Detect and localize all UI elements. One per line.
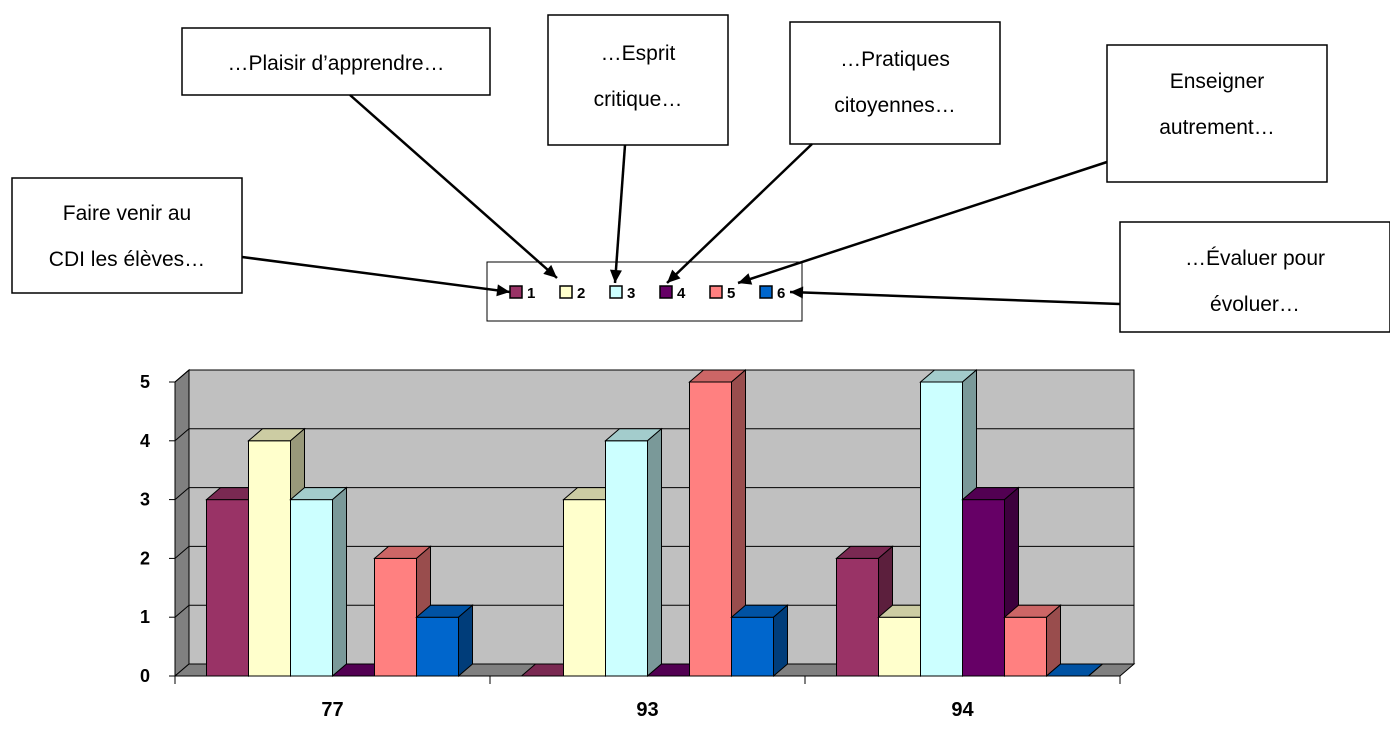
x-tick-label: 93 — [636, 699, 658, 721]
bar — [289, 486, 348, 678]
y-tick-label: 0 — [140, 666, 150, 686]
callout-arrowhead — [543, 264, 557, 278]
callout-arrow-line — [241, 255, 511, 294]
callout-box — [1106, 44, 1328, 183]
x-tick-label: 94 — [951, 699, 974, 721]
callout-text: évoluer… — [1210, 293, 1300, 316]
bar-side — [773, 604, 788, 678]
bar-front — [290, 499, 333, 677]
legend-label: 6 — [777, 285, 785, 302]
callout-arrowhead — [790, 286, 804, 299]
callout-box — [11, 177, 243, 294]
callout-arrow-line — [349, 94, 558, 279]
bar-front — [605, 440, 648, 677]
bar-front — [1004, 616, 1047, 677]
callout-arrow-line — [613, 144, 627, 284]
gridline-side — [174, 546, 190, 559]
callout-arrow-line — [666, 143, 813, 284]
x-tick-label: 77 — [321, 699, 343, 721]
bar-front — [731, 616, 774, 677]
y-tick-label: 2 — [140, 548, 150, 568]
callout-arrowhead — [738, 273, 753, 285]
plot-side-wall — [174, 368, 190, 678]
callout-arrowhead — [609, 269, 622, 283]
bar — [1045, 663, 1104, 677]
bar-front — [374, 557, 417, 677]
bar-side — [647, 427, 662, 678]
bar-front — [836, 557, 879, 677]
bar — [1003, 604, 1062, 678]
bar — [730, 604, 789, 678]
legend-label: 5 — [727, 285, 735, 302]
callout-text: citoyennes… — [834, 94, 955, 117]
legend-label: 4 — [677, 285, 686, 302]
legend-swatch — [509, 285, 523, 299]
callout-box — [789, 21, 1001, 145]
legend-swatch — [659, 285, 673, 299]
y-tick-label: 3 — [140, 490, 150, 510]
legend-swatch — [709, 285, 723, 299]
callout-text: …Évaluer pour — [1185, 247, 1325, 270]
gridline-side — [174, 369, 190, 383]
bar-side — [1088, 663, 1103, 677]
bar — [415, 604, 474, 678]
callout-arrow-line — [789, 290, 1121, 306]
gridline-side — [174, 604, 190, 618]
legend-label: 1 — [527, 285, 535, 302]
bar — [688, 368, 747, 678]
bar — [604, 427, 663, 678]
callout-arrowhead — [667, 269, 681, 283]
callout-box — [181, 27, 491, 96]
gridline-side — [174, 428, 190, 442]
bar-front — [689, 381, 732, 677]
legend-swatch — [559, 285, 573, 299]
callout-text: …Plaisir d’apprendre… — [227, 52, 444, 75]
legend-label: 2 — [577, 285, 585, 302]
bar-side — [332, 486, 347, 678]
callout-text: …Esprit — [601, 42, 676, 65]
gridline-side — [174, 487, 190, 500]
callout-text: critique… — [594, 88, 683, 111]
callout-text: CDI les élèves… — [49, 248, 205, 271]
callout-box — [547, 14, 729, 146]
legend-swatch — [609, 285, 623, 299]
y-tick-label: 1 — [140, 607, 150, 627]
bar-front — [962, 499, 1005, 677]
bar-front — [416, 616, 459, 677]
bar-front — [248, 440, 291, 677]
y-tick-label: 4 — [140, 431, 150, 451]
callout-text: Enseigner — [1170, 70, 1265, 93]
legend-swatch — [759, 285, 773, 299]
callout-text: Faire venir au — [63, 202, 191, 225]
bar-front — [878, 616, 921, 677]
y-tick-label: 5 — [140, 372, 150, 392]
callout-text: …Pratiques — [840, 48, 950, 71]
callout-arrow-line — [737, 160, 1108, 285]
callout-arrowhead — [496, 284, 510, 297]
bar-front — [920, 381, 963, 677]
legend-label: 3 — [627, 285, 635, 302]
callout-box — [1119, 221, 1390, 333]
callout-text: autrement… — [1159, 116, 1275, 139]
bar-side — [458, 604, 473, 678]
bar-front — [206, 499, 249, 677]
bar-front — [563, 499, 606, 677]
